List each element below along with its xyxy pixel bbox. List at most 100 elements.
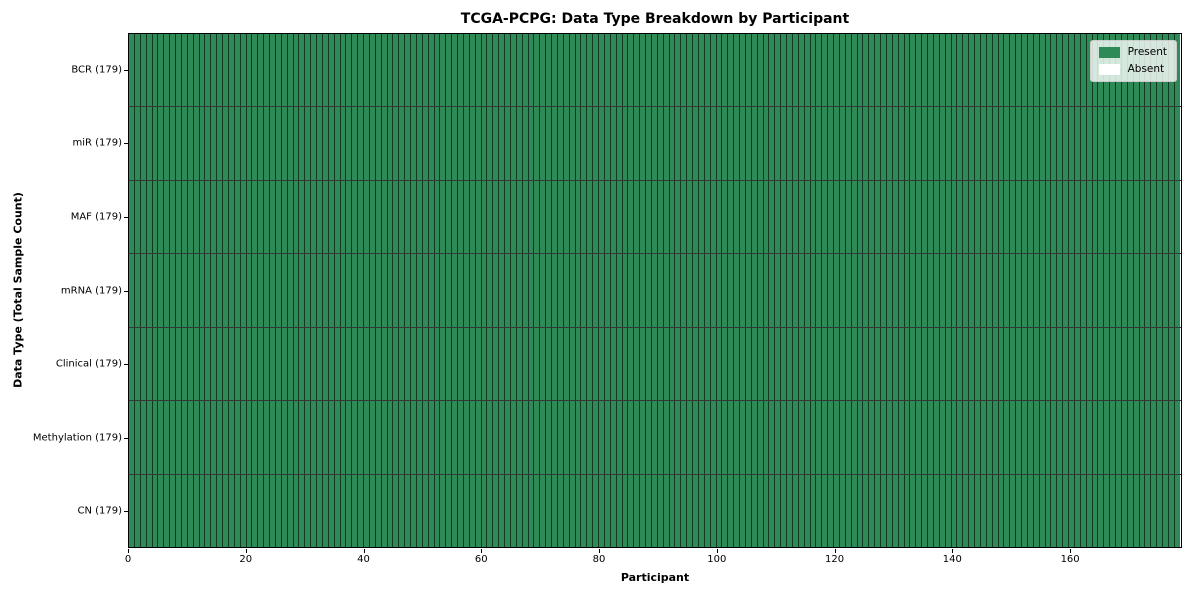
heatmap-cell [305, 254, 312, 327]
x-tick-mark [481, 549, 483, 553]
heatmap-cell [275, 107, 282, 180]
heatmap-cell [839, 34, 846, 107]
heatmap-cell [428, 254, 435, 327]
heatmap-cell [205, 180, 212, 254]
heatmap-cell [945, 180, 952, 254]
heatmap-cell [187, 34, 194, 107]
heatmap-cell [411, 401, 417, 474]
heatmap-cell [769, 401, 776, 474]
heatmap-cell [240, 474, 247, 547]
heatmap-cell [346, 474, 353, 547]
heatmap-cell [516, 254, 523, 327]
heatmap-cell [1116, 327, 1122, 401]
heatmap-cell [1139, 401, 1146, 474]
heatmap-cell [228, 254, 235, 327]
heatmap-cell [534, 254, 541, 327]
heatmap-cell [217, 254, 223, 327]
heatmap-cell [1133, 254, 1140, 327]
heatmap-cell [980, 180, 987, 254]
heatmap-cell [475, 401, 482, 474]
heatmap-cell [264, 401, 270, 474]
heatmap-cell [693, 254, 699, 327]
heatmap-cell [898, 34, 905, 107]
heatmap-cell [252, 401, 259, 474]
heatmap-cell [416, 180, 423, 254]
x-tick-mark [599, 549, 601, 553]
heatmap-cell [792, 254, 799, 327]
heatmap-cell [757, 474, 764, 547]
heatmap-cell [193, 474, 200, 547]
heatmap-cell [1133, 107, 1140, 180]
heatmap-cell [781, 34, 787, 107]
heatmap-row-BCR [129, 34, 1181, 108]
heatmap-cell [628, 107, 635, 180]
heatmap-cell [129, 34, 135, 107]
heatmap-cell [463, 474, 470, 547]
heatmap-cell [522, 401, 529, 474]
heatmap-cell [287, 401, 294, 474]
heatmap-cell [129, 107, 135, 180]
heatmap-cell [1157, 107, 1163, 180]
heatmap-cell [975, 34, 981, 107]
heatmap-cell [1104, 180, 1111, 254]
heatmap-cell [234, 327, 241, 401]
heatmap-cell [146, 34, 153, 107]
heatmap-cell [328, 180, 335, 254]
heatmap-cell [176, 401, 182, 474]
heatmap-cell [305, 107, 312, 180]
heatmap-cell [428, 401, 435, 474]
heatmap-cell [258, 254, 265, 327]
heatmap-cell [875, 474, 881, 547]
heatmap-cell [516, 401, 523, 474]
heatmap-cell [634, 327, 641, 401]
heatmap-cell [223, 34, 229, 107]
heatmap-cell [634, 34, 641, 107]
heatmap-cell [170, 327, 176, 401]
heatmap-cell [428, 474, 435, 547]
heatmap-cell [969, 401, 975, 474]
heatmap-cell [369, 401, 376, 474]
heatmap-cell [886, 474, 893, 547]
heatmap-cell [975, 474, 981, 547]
heatmap-cell [452, 474, 458, 547]
heatmap-cell [822, 107, 829, 180]
heatmap-cell [610, 180, 617, 254]
heatmap-cell [804, 107, 811, 180]
heatmap-cell [969, 180, 975, 254]
heatmap-cell [228, 327, 235, 401]
heatmap-cell [1086, 107, 1093, 180]
heatmap-cell [475, 254, 482, 327]
heatmap-cell [681, 254, 688, 327]
heatmap-cell [1127, 254, 1134, 327]
heatmap-cell [275, 180, 282, 254]
heatmap-cell [916, 180, 923, 254]
heatmap-cell [1080, 401, 1087, 474]
heatmap-cell [1022, 401, 1028, 474]
heatmap-cell [1074, 254, 1081, 327]
heatmap-cell [469, 34, 476, 107]
heatmap-cell [475, 474, 482, 547]
heatmap-cell [170, 254, 176, 327]
heatmap-cell [916, 107, 923, 180]
heatmap-cell [311, 327, 317, 401]
heatmap-cell [740, 34, 746, 107]
heatmap-cell [1022, 327, 1028, 401]
heatmap-cell [405, 401, 411, 474]
heatmap-cell [552, 107, 558, 180]
heatmap-cell [569, 327, 576, 401]
heatmap-cell [475, 180, 482, 254]
heatmap-cell [223, 401, 229, 474]
heatmap-cell [1168, 474, 1175, 547]
heatmap-cell [945, 401, 952, 474]
heatmap-cell [199, 474, 206, 547]
heatmap-cell [1022, 474, 1028, 547]
heatmap-cell [575, 474, 582, 547]
heatmap-cell [234, 254, 241, 327]
heatmap-cell [669, 254, 676, 327]
heatmap-cell [199, 107, 206, 180]
heatmap-cell [740, 401, 746, 474]
heatmap-cell [187, 180, 194, 254]
heatmap-cell [839, 254, 846, 327]
heatmap-cell [475, 34, 482, 107]
heatmap-cell [164, 180, 171, 254]
